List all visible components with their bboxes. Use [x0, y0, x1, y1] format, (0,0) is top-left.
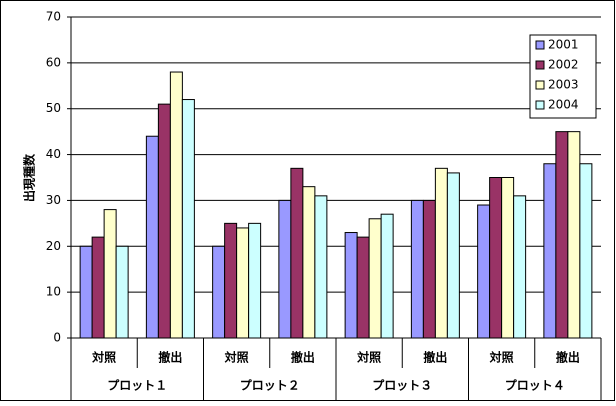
x-tick-label: 撤出	[556, 350, 580, 365]
bar	[145, 135, 159, 339]
bar	[344, 232, 358, 339]
bar	[212, 245, 226, 339]
bar	[248, 222, 262, 339]
bar	[278, 199, 292, 339]
bar	[446, 172, 460, 339]
bar	[434, 167, 448, 339]
x-tick-label: 対照	[91, 350, 116, 365]
y-tick-label: 50	[46, 101, 61, 115]
y-axis-label: 出現種数	[22, 153, 37, 202]
bar	[501, 177, 515, 339]
group-label: プロット３	[372, 378, 432, 393]
bar	[290, 167, 304, 339]
group-label: プロット１	[107, 378, 167, 393]
bar	[169, 71, 183, 339]
legend-label: 2004	[548, 98, 579, 112]
x-tick-label: 対照	[224, 350, 249, 365]
bar	[368, 218, 382, 339]
bar	[236, 227, 250, 339]
legend-swatch	[535, 60, 545, 70]
bar	[356, 236, 370, 339]
y-tick-label: 70	[46, 10, 61, 24]
bar	[513, 195, 527, 339]
legend-swatch	[535, 80, 545, 90]
x-tick-label: 撤出	[291, 350, 315, 365]
bar	[579, 163, 593, 339]
group-label: プロット４	[505, 378, 565, 393]
bar	[489, 177, 503, 339]
legend-label: 2001	[548, 38, 579, 52]
bar	[543, 163, 557, 339]
bar	[157, 103, 171, 339]
bar	[79, 245, 93, 339]
y-tick-label: 30	[46, 193, 61, 207]
group-label: プロット２	[240, 378, 300, 393]
bar	[380, 213, 394, 339]
legend-label: 2002	[548, 58, 579, 72]
bar	[410, 199, 424, 339]
y-tick-label: 20	[46, 239, 61, 253]
y-tick-label: 0	[53, 331, 61, 345]
y-tick-label: 40	[46, 147, 61, 161]
bar	[567, 131, 581, 339]
bar	[302, 186, 316, 339]
legend-swatch	[535, 100, 545, 110]
bar	[422, 199, 436, 339]
x-tick-label: 対照	[356, 350, 381, 365]
x-tick-label: 撤出	[423, 350, 447, 365]
y-tick-label: 10	[46, 285, 61, 299]
bar	[477, 204, 491, 339]
y-tick-label: 60	[46, 55, 61, 69]
bar	[181, 99, 195, 339]
legend-label: 2003	[548, 78, 579, 92]
legend-swatch	[535, 40, 545, 50]
bar	[115, 245, 129, 339]
bar	[103, 209, 117, 339]
x-tick-label: 対照	[489, 350, 514, 365]
bar	[314, 195, 328, 339]
bar	[224, 222, 238, 339]
bar	[91, 236, 105, 339]
bar	[555, 131, 569, 339]
x-tick-label: 撤出	[158, 350, 182, 365]
